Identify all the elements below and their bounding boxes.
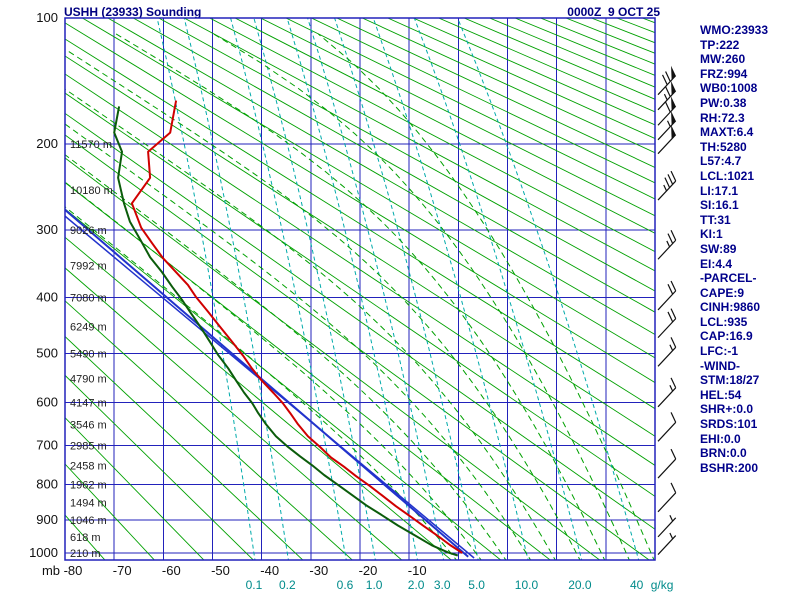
svg-text:-20: -20 bbox=[359, 563, 378, 578]
svg-text:-40: -40 bbox=[260, 563, 279, 578]
dewpoint-trace bbox=[113, 106, 459, 557]
svg-text:1.0: 1.0 bbox=[366, 578, 383, 592]
svg-text:618 m: 618 m bbox=[70, 532, 101, 544]
svg-text:1000: 1000 bbox=[29, 545, 58, 560]
panel-line-6: RH:72.3 bbox=[700, 110, 745, 125]
svg-text:1962 m: 1962 m bbox=[70, 479, 107, 491]
svg-text:-30: -30 bbox=[309, 563, 328, 578]
svg-text:0.6: 0.6 bbox=[337, 578, 354, 592]
panel-line-26: SHR+:0.0 bbox=[700, 402, 754, 417]
svg-text:800: 800 bbox=[36, 476, 58, 491]
panel-line-10: LCL:1021 bbox=[700, 168, 755, 183]
svg-text:6249 m: 6249 m bbox=[70, 322, 107, 334]
svg-text:5.0: 5.0 bbox=[468, 578, 485, 592]
svg-text:1494 m: 1494 m bbox=[70, 498, 107, 510]
svg-text:40: 40 bbox=[630, 578, 644, 592]
panel-line-14: KI:1 bbox=[700, 227, 723, 242]
panel-line-23: -WIND- bbox=[700, 358, 740, 373]
panel-line-24: STM:18/27 bbox=[700, 373, 760, 388]
svg-text:3.0: 3.0 bbox=[434, 578, 451, 592]
svg-text:0.2: 0.2 bbox=[279, 578, 296, 592]
svg-text:20.0: 20.0 bbox=[568, 578, 592, 592]
svg-text:-70: -70 bbox=[113, 563, 132, 578]
panel-line-19: CINH:9860 bbox=[700, 300, 761, 315]
panel-line-22: LFC:-1 bbox=[700, 344, 738, 359]
svg-text:10180 m: 10180 m bbox=[70, 185, 113, 197]
panel-line-27: SRDS:101 bbox=[700, 417, 758, 432]
svg-text:4790 m: 4790 m bbox=[70, 374, 107, 386]
panel-line-15: SW:89 bbox=[700, 241, 737, 256]
svg-text:600: 600 bbox=[36, 394, 58, 409]
panel-line-16: EI:4.4 bbox=[700, 256, 733, 271]
panel-line-12: SI:16.1 bbox=[700, 198, 739, 213]
indices-panel: WMO:23933 TP:222 MW:260 FRZ:994 WB0:1008 PW:0… bbox=[700, 23, 798, 475]
panel-line-11: LI:17.1 bbox=[700, 183, 739, 198]
svg-text:4147 m: 4147 m bbox=[70, 397, 107, 409]
svg-text:210 m: 210 m bbox=[70, 548, 101, 560]
temp-axis-labels: mb -80 -70 -60 -50 -40 -30 -20 -10 bbox=[42, 563, 427, 578]
panel-line-2: MW:260 bbox=[700, 52, 746, 67]
mixing-axis-labels: 0.1 0.2 0.6 1.0 2.0 3.0 5.0 10.0 20.0 40 g/kg bbox=[246, 578, 674, 592]
svg-text:1046 m: 1046 m bbox=[70, 515, 107, 527]
wind-barbs bbox=[657, 65, 677, 555]
panel-line-5: PW:0.38 bbox=[700, 95, 747, 110]
svg-text:-60: -60 bbox=[162, 563, 181, 578]
dry-adiabats bbox=[65, 18, 655, 560]
parcel-2-trace bbox=[65, 215, 475, 559]
svg-text:2.0: 2.0 bbox=[408, 578, 425, 592]
height-labels: 11570 m 10180 m 9026 m 7992 m 7080 m 6249 m 54… bbox=[70, 139, 113, 560]
chart-title: USHH (23933) Sounding bbox=[64, 5, 202, 19]
panel-line-0: WMO:23933 bbox=[700, 23, 769, 37]
chart-datetime: 0000Z 9 OCT 25 bbox=[567, 5, 660, 19]
panel-line-4: WB0:1008 bbox=[700, 81, 758, 96]
svg-text:7992 m: 7992 m bbox=[70, 260, 107, 272]
moist-adiabats bbox=[65, 33, 655, 560]
panel-line-29: BRN:0.0 bbox=[700, 446, 747, 461]
svg-text:5490 m: 5490 m bbox=[70, 349, 107, 361]
svg-text:-80: -80 bbox=[64, 563, 83, 578]
temperature-trace bbox=[130, 100, 463, 554]
svg-text:g/kg: g/kg bbox=[651, 578, 674, 592]
panel-line-3: FRZ:994 bbox=[700, 66, 748, 81]
panel-line-8: TH:5280 bbox=[700, 139, 747, 154]
panel-line-9: L57:4.7 bbox=[700, 154, 742, 169]
panel-line-13: TT:31 bbox=[700, 212, 731, 227]
panel-line-1: TP:222 bbox=[700, 37, 740, 52]
svg-text:400: 400 bbox=[36, 289, 58, 304]
svg-text:11570 m: 11570 m bbox=[70, 139, 112, 151]
panel-line-18: CAPE:9 bbox=[700, 285, 745, 300]
pressure-axis-labels: 100 200 300 400 500 600 700 800 900 1000 bbox=[29, 10, 58, 560]
parcel-1-trace bbox=[65, 209, 469, 558]
panel-line-28: EHI:0.0 bbox=[700, 431, 741, 446]
svg-text:2458 m: 2458 m bbox=[70, 460, 107, 472]
svg-text:3546 m: 3546 m bbox=[70, 419, 107, 431]
plot-border bbox=[64, 17, 656, 561]
svg-text:500: 500 bbox=[36, 346, 58, 361]
svg-text:10.0: 10.0 bbox=[515, 578, 539, 592]
svg-text:mb: mb bbox=[42, 563, 60, 578]
svg-text:7080 m: 7080 m bbox=[70, 292, 107, 304]
svg-text:200: 200 bbox=[36, 136, 58, 151]
svg-text:0.1: 0.1 bbox=[246, 578, 263, 592]
svg-text:9026 m: 9026 m bbox=[70, 225, 107, 237]
svg-text:300: 300 bbox=[36, 222, 58, 237]
svg-text:900: 900 bbox=[36, 512, 58, 527]
panel-line-17: -PARCEL- bbox=[700, 271, 757, 286]
panel-line-7: MAXT:6.4 bbox=[700, 125, 754, 140]
panel-line-21: CAP:16.9 bbox=[700, 329, 753, 344]
mixing-ratio-lines bbox=[156, 18, 640, 560]
panel-line-25: HEL:54 bbox=[700, 387, 742, 402]
svg-text:100: 100 bbox=[36, 10, 58, 25]
svg-text:700: 700 bbox=[36, 437, 58, 452]
svg-text:-10: -10 bbox=[408, 563, 427, 578]
panel-line-20: LCL:935 bbox=[700, 314, 748, 329]
plot-area bbox=[65, 18, 655, 560]
svg-text:2985 m: 2985 m bbox=[70, 440, 107, 452]
svg-text:-50: -50 bbox=[211, 563, 230, 578]
panel-line-30: BSHR:200 bbox=[700, 460, 759, 475]
